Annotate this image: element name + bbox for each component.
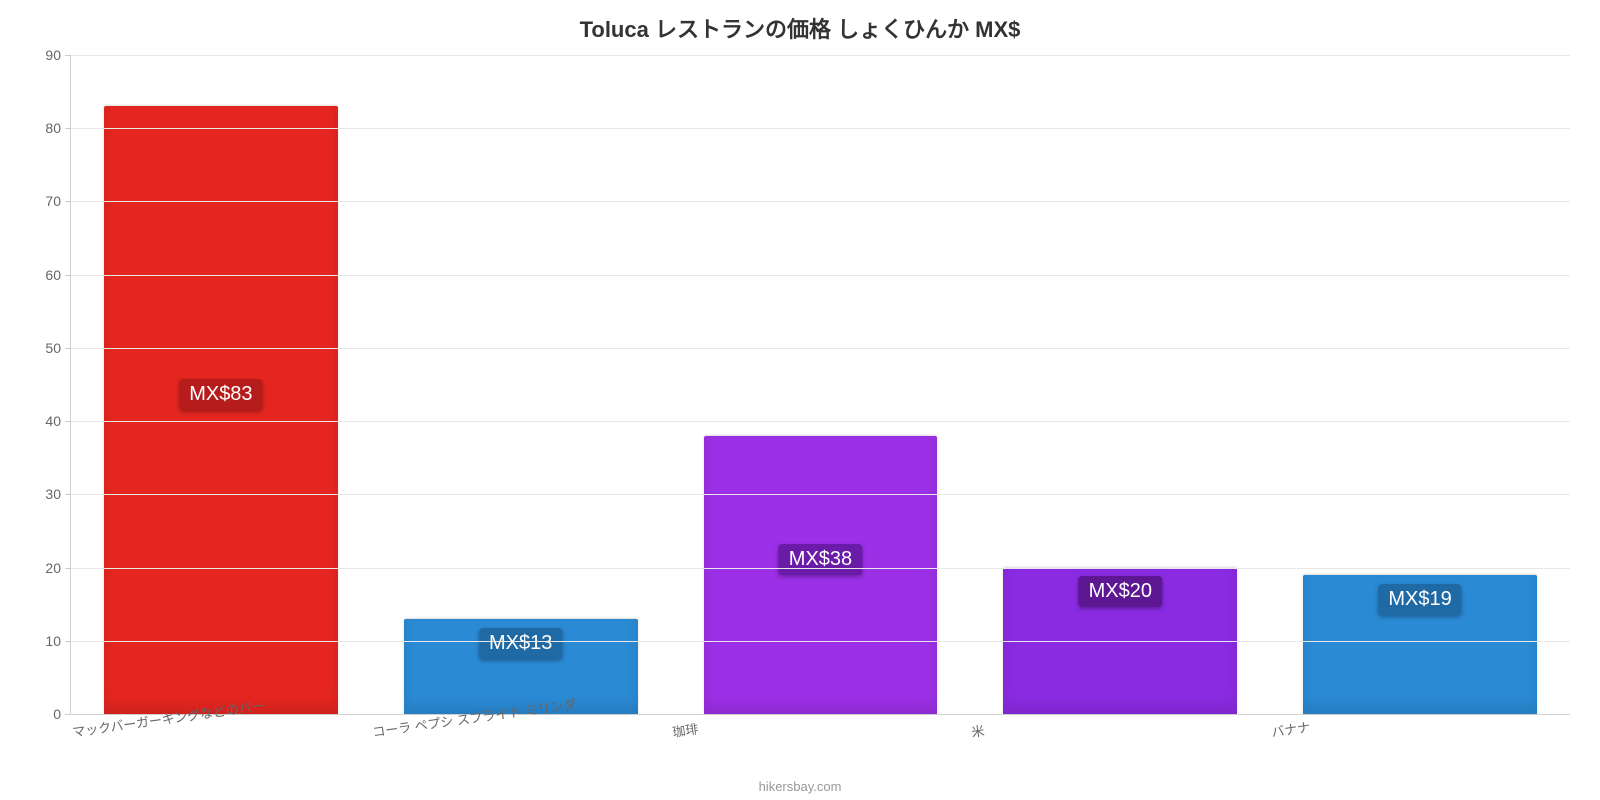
y-tick-mark bbox=[65, 201, 71, 202]
price-bar-chart: Toluca レストランの価格 しょくひんか MX$ MX$83マックバーガーキ… bbox=[0, 0, 1600, 800]
x-category-label: 珈琲 bbox=[671, 718, 699, 740]
grid-line bbox=[71, 348, 1570, 349]
bar-slot: MX$19バナナ bbox=[1270, 55, 1570, 714]
grid-line bbox=[71, 275, 1570, 276]
bar-value-label: MX$20 bbox=[1079, 576, 1162, 607]
grid-line bbox=[71, 494, 1570, 495]
bar-value-label: MX$83 bbox=[179, 379, 262, 410]
grid-line bbox=[71, 128, 1570, 129]
y-tick-mark bbox=[65, 421, 71, 422]
y-tick-mark bbox=[65, 128, 71, 129]
bar: MX$13 bbox=[404, 619, 638, 714]
x-category-label: 米 bbox=[970, 720, 986, 741]
bar: MX$38 bbox=[704, 436, 938, 714]
y-tick-mark bbox=[65, 55, 71, 56]
x-category-label: バナナ bbox=[1270, 717, 1311, 741]
chart-title: Toluca レストランの価格 しょくひんか MX$ bbox=[0, 12, 1600, 44]
grid-line bbox=[71, 421, 1570, 422]
y-tick-mark bbox=[65, 641, 71, 642]
bar-slot: MX$13コーラ ペプシ スプライト ミリンダ bbox=[371, 55, 671, 714]
bar-value-label: MX$19 bbox=[1378, 584, 1461, 615]
bar: MX$19 bbox=[1303, 575, 1537, 714]
bar-slot: MX$20米 bbox=[970, 55, 1270, 714]
bar-slot: MX$83マックバーガーキングなどのバー bbox=[71, 55, 371, 714]
grid-line bbox=[71, 201, 1570, 202]
y-tick-mark bbox=[65, 714, 71, 715]
y-tick-mark bbox=[65, 568, 71, 569]
attribution-text: hikersbay.com bbox=[0, 779, 1600, 794]
bars-layer: MX$83マックバーガーキングなどのバーMX$13コーラ ペプシ スプライト ミ… bbox=[71, 55, 1570, 714]
bar-value-label: MX$13 bbox=[479, 628, 562, 659]
plot-area: MX$83マックバーガーキングなどのバーMX$13コーラ ペプシ スプライト ミ… bbox=[70, 55, 1570, 715]
y-tick-mark bbox=[65, 275, 71, 276]
bar-value-label: MX$38 bbox=[779, 544, 862, 575]
grid-line bbox=[71, 55, 1570, 56]
y-tick-mark bbox=[65, 494, 71, 495]
y-tick-mark bbox=[65, 348, 71, 349]
bar-slot: MX$38珈琲 bbox=[671, 55, 971, 714]
bar: MX$83 bbox=[104, 106, 338, 714]
grid-line bbox=[71, 641, 1570, 642]
grid-line bbox=[71, 568, 1570, 569]
